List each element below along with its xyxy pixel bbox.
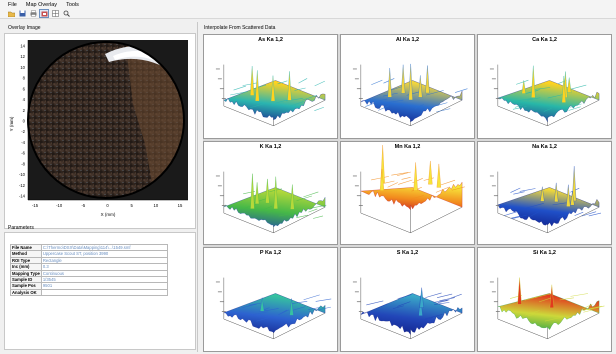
surface-plot-title: As Ka 1,2: [258, 37, 283, 43]
parameter-key: Mapping Type: [10, 269, 42, 278]
parameter-row: Analysis OK: [10, 288, 169, 297]
surface-plot[interactable]: K Ka 1,2: [203, 140, 338, 246]
folder-open-icon[interactable]: [7, 10, 15, 17]
overlay-xtick: -10: [56, 203, 63, 208]
parameters-table: File Name C:\Thermo\DSX\Data\Mapping\114\…: [10, 243, 169, 297]
overlay-map-icon[interactable]: [39, 9, 49, 18]
menu-bar: File Map Overlay Tools: [0, 0, 616, 9]
overlay-ytick: 0: [23, 119, 26, 124]
left-panel: Overlay Image: [4, 22, 196, 352]
plot-grid: As Ka 1,2 Al Ka 1,2 Ca Ka 1,2 K Ka 1,2 Mn Ka…: [203, 34, 612, 352]
parameter-key: Analysis OK: [10, 288, 42, 297]
overlay-image[interactable]: 14 12 10 8 6 4 2 0 -2 -4 -6 -8 -10 -12 -14 -15 -10 -5 0 5 1…: [5, 34, 195, 228]
surface-plot-graphic: [352, 63, 468, 127]
surface-plot-graphic: [215, 277, 332, 340]
overlay-ytick: 12: [20, 54, 25, 59]
surface-plot-graphic: [215, 171, 327, 233]
save-icon[interactable]: [18, 10, 26, 17]
surface-plot-graphic: [489, 277, 605, 340]
print-icon[interactable]: [29, 10, 37, 17]
grid-icon[interactable]: [51, 10, 59, 17]
overlay-ylabel: Y (mm): [9, 116, 14, 131]
surface-plot[interactable]: Na Ka 1,2: [477, 140, 612, 246]
overlay-xtick: 5: [130, 203, 133, 208]
parameter-row: Method Uppercase Scout ST, position 3990: [10, 250, 169, 258]
overlay-ytick: 4: [23, 97, 26, 102]
surface-plot[interactable]: As Ka 1,2: [203, 34, 338, 139]
surface-plot[interactable]: S Ka 1,2: [340, 247, 475, 352]
surface-plot-title: K Ka 1,2: [259, 143, 282, 150]
overlay-ytick: 8: [23, 76, 26, 81]
menu-tools[interactable]: Tools: [66, 1, 79, 8]
overlay-ytick: -8: [21, 161, 25, 166]
overlay-xtick: 15: [178, 203, 183, 208]
surface-plot-title: Mn Ka 1,2: [394, 143, 421, 150]
parameters-box: File Name C:\Thermo\DSX\Data\Mapping\114\…: [4, 232, 196, 350]
overlay-image-title: Overlay Image: [8, 25, 41, 31]
overlay-ytick: -2: [21, 129, 25, 134]
surface-plot-title: Ca Ka 1,2: [532, 37, 557, 43]
surface-plot-title: Al Ka 1,2: [395, 37, 420, 43]
surface-plot-title: Na Ka 1,2: [532, 143, 557, 150]
toolbar: [0, 9, 616, 19]
surface-plot-graphic: [352, 277, 463, 340]
parameter-row: File Name C:\Thermo\DSX\Data\Mapping\114\…: [10, 243, 169, 252]
surface-plot[interactable]: Si Ka 1,2: [477, 247, 612, 352]
overlay-ytick: -6: [21, 151, 25, 156]
overlay-xtick: -5: [81, 203, 85, 208]
surface-plot-graphic: [215, 64, 326, 127]
surface-plot-graphic: [489, 64, 600, 127]
right-panel: Interpolate From Scattered Data As Ka 1,…: [197, 22, 616, 352]
surface-plot[interactable]: Mn Ka 1,2: [340, 140, 475, 246]
zoom-icon[interactable]: [62, 10, 70, 17]
surface-plot[interactable]: Ca Ka 1,2: [477, 34, 612, 139]
parameter-value[interactable]: [40, 288, 169, 297]
surface-plot-title: P Ka 1,2: [259, 250, 282, 257]
overlay-ytick: -10: [19, 172, 26, 177]
parameter-value[interactable]: C:\Thermo\DSX\Data\Mapping\114\...\1549.…: [40, 243, 169, 252]
overlay-ytick: -14: [19, 194, 26, 199]
overlay-xtick: 0: [106, 203, 109, 208]
overlay-xtick: -15: [32, 203, 39, 208]
interpolate-title: Interpolate From Scattered Data: [204, 25, 276, 31]
overlay-ytick: 2: [23, 108, 26, 113]
surface-plot-graphic: [489, 165, 602, 233]
surface-plot[interactable]: P Ka 1,2: [203, 247, 338, 352]
overlay-image-frame: 14 12 10 8 6 4 2 0 -2 -4 -6 -8 -10 -12 -14 -15 -10 -5 0 5 1…: [4, 33, 196, 229]
overlay-xlabel: X (mm): [101, 212, 116, 217]
surface-plot-title: Si Ka 1,2: [533, 250, 556, 257]
overlay-xtick: 10: [153, 203, 158, 208]
overlay-ytick: 14: [20, 44, 25, 49]
overlay-ytick: -12: [19, 183, 26, 188]
overlay-ytick: 10: [20, 65, 25, 70]
overlay-ytick: 6: [23, 86, 26, 91]
surface-plot-graphic: [352, 144, 465, 233]
parameters-title: Parameters: [8, 225, 34, 231]
menu-file[interactable]: File: [8, 1, 17, 8]
menu-map-overlay[interactable]: Map Overlay: [25, 1, 58, 8]
overlay-ytick: -4: [21, 140, 25, 145]
surface-plot-title: S Ka 1,2: [396, 250, 419, 257]
surface-plot[interactable]: Al Ka 1,2: [340, 34, 475, 139]
parameter-value[interactable]: Uppercase Scout ST, position 3990: [40, 250, 169, 258]
